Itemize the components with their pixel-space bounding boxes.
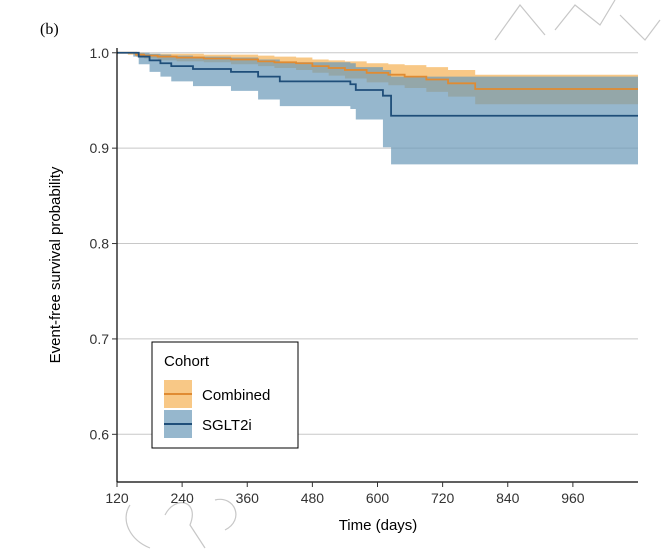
- confidence-band-sglt2i: [117, 52, 638, 165]
- x-tick-label: 960: [561, 490, 585, 506]
- survival-line-sglt2i: [117, 51, 638, 117]
- y-tick-label: 0.9: [90, 140, 110, 156]
- x-axis-title: Time (days): [339, 517, 418, 534]
- y-axis-title: Event-free survival probability: [47, 166, 64, 363]
- confidence-bands: [117, 52, 638, 165]
- x-tick-label: 240: [170, 490, 194, 506]
- y-tick-label: 0.8: [90, 236, 110, 252]
- watermark-strokes: [125, 0, 661, 549]
- watermark-stroke: [619, 14, 661, 41]
- y-tick-label: 1.0: [90, 45, 110, 61]
- survival-line-combined: [117, 51, 638, 90]
- watermark-stroke: [125, 504, 151, 549]
- x-tick-label: 480: [301, 490, 325, 506]
- watermark-stroke: [554, 0, 616, 31]
- x-axis-ticks: 120 240 360 480 600 720 840 960: [105, 482, 585, 506]
- x-tick-label: 840: [496, 490, 520, 506]
- legend-label-combined: Combined: [202, 387, 270, 404]
- x-tick-label: 360: [236, 490, 260, 506]
- legend-title: Cohort: [164, 353, 210, 370]
- watermark-stroke: [494, 4, 546, 41]
- y-tick-label: 0.6: [90, 426, 110, 442]
- x-tick-label: 120: [105, 490, 129, 506]
- y-tick-label: 0.7: [90, 331, 110, 347]
- legend: Cohort Combined SGLT2i: [151, 341, 299, 449]
- x-tick-label: 720: [431, 490, 455, 506]
- y-axis-ticks: 0.6 0.7 0.8 0.9 1.0: [90, 45, 117, 442]
- survival-lines: [117, 51, 638, 117]
- panel-label: (b): [40, 21, 59, 38]
- watermark-stroke: [164, 502, 206, 549]
- watermark-stroke: [214, 498, 237, 531]
- legend-label-sglt2i: SGLT2i: [202, 417, 252, 434]
- x-tick-label: 600: [366, 490, 390, 506]
